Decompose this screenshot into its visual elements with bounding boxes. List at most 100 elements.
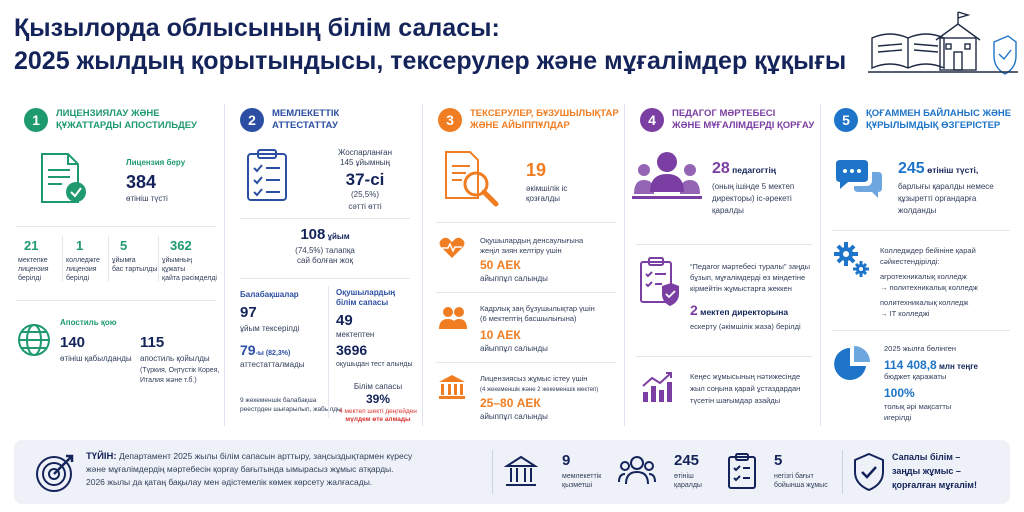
summary-footer: ТҮЙІН: Департамент 2025 жылы білім сапас… (14, 440, 1010, 504)
bud3: толық әрі мақсатты (884, 402, 952, 411)
fail-sub2: сай болған жоқ (297, 256, 353, 265)
section-number-5: 5 (834, 108, 858, 132)
fine-sub: айыппұл салынды (480, 344, 548, 353)
footer-stat-value: 9 (562, 452, 571, 469)
law3: кірмейтін жұмыстарға жеккен (690, 284, 792, 293)
res1: Кеңес жұмысының нәтижесінде (690, 372, 801, 381)
app-sub1: барлығы қаралды немесе (898, 182, 994, 191)
quality-sub2: оқушыдан тест алынды (336, 361, 413, 368)
kinder-note: 9 жекеменшік балабақша реестрден шығарылы… (240, 397, 342, 413)
kinder-sub: ұйым тексерілді (240, 324, 300, 333)
planned-pct: (25,5%) (350, 190, 379, 199)
bud2: бюджет қаражаты (884, 372, 947, 381)
apostil-sub3: (Түркия, Оңтүстік Корея, (140, 367, 220, 374)
section-title-5a: ҚОҒАММЕН БАЙЛАНЫС ЖӘНЕ (866, 108, 1012, 119)
document-shield-icon (640, 257, 679, 306)
license-document-icon (41, 153, 86, 203)
fine-sub: айыппұл салынды (480, 274, 548, 283)
bud4: игерілді (884, 413, 912, 422)
kinder-value2: 79-ы (82,3%) (240, 342, 291, 358)
app-value: 245 өтініш түсті, (898, 160, 979, 177)
footer-stat-label: өтініш қаралды (674, 473, 702, 489)
bud-pct: 100% (884, 386, 915, 400)
fail-value: 108 ұйым (300, 226, 350, 243)
coll3: агротехникалық колледж (880, 272, 967, 281)
apostil-label: Апостиль қою (60, 318, 117, 327)
coll1: Колледждер бейініне қарай (880, 246, 976, 255)
bank-building-icon (439, 375, 465, 399)
kinder-value: 97 (240, 304, 257, 321)
apostil-value2: 115 (140, 334, 165, 351)
stat-label: мектепке лицензия берілді (18, 257, 49, 282)
footer-stat-label: негізгі бағыт бойынша жұмыс (774, 473, 828, 489)
apostil-sub4: Италия және т.б.) (140, 377, 197, 384)
stat-label: колледжге лицензия берілді (66, 257, 100, 282)
heart-pulse-icon (439, 237, 465, 258)
ped-sub1: (оның ішінде 5 мектеп (712, 182, 795, 191)
section-title-4a: ПЕДАГОГ МӘРТЕБЕСІ (672, 108, 776, 119)
coll2: сәйкестендірілді: (880, 257, 940, 266)
section-title-3a: ТЕКСЕРУЛЕР, БҰЗУШЫЛЫҚТАР (470, 108, 619, 119)
apostil-sub2: апостиль қойылды (140, 354, 210, 363)
section-number-3: 3 (438, 108, 462, 132)
footer-stat-value: 5 (774, 452, 783, 469)
app-sub2: құзыретті органдарға (898, 194, 977, 203)
stat-label: ұйымға бас тартылды (112, 257, 158, 273)
apostil-sub1: өтініш қабылданды (60, 354, 132, 363)
gears-icon (834, 242, 869, 277)
kinder-sub2: аттестатталмады (240, 360, 305, 369)
clipboard-check-icon (728, 453, 756, 489)
apostil-value1: 140 (60, 334, 86, 351)
section-title-2a: МЕМЛЕКЕТТІК (272, 108, 340, 119)
fine-desc: Кадрлық заң бұзушылықтар үшін (6 мектепті… (480, 304, 595, 323)
planned-value: 37-сі (345, 170, 385, 189)
license-value: 384 (126, 172, 157, 192)
chart-trend-icon (642, 372, 672, 402)
cases-sub2: қозғалды (526, 194, 560, 203)
dir-value: 2 мектеп директорына (690, 302, 789, 318)
section-number-4: 4 (640, 108, 664, 132)
quality-value2: 3696 (336, 342, 368, 358)
stat-label: ұйымның құжаты қайта рәсімделді (162, 257, 217, 282)
government-building-icon (504, 455, 538, 486)
quality-label: Оқушылардың білім сапасы (336, 288, 396, 307)
fine-value: 10 АЕК (480, 328, 521, 342)
stat-value: 5 (120, 238, 128, 253)
ped-sub3: қаралды (712, 206, 744, 215)
fail-sub1: (74,5%) талапқа (295, 246, 355, 255)
footer-stat-label: мемлекеттік қызметші (562, 473, 602, 489)
stat-value: 21 (24, 238, 39, 253)
education-header-icon (868, 11, 1018, 75)
section-title-3b: ЖӘНЕ АЙЫППҰЛДАР (470, 120, 570, 131)
ped-value: 28 педагогтің (712, 160, 776, 177)
bud-value: 114 408,8 млн теңге (884, 358, 978, 372)
coll4: → политехникалық колледж (880, 283, 978, 292)
footer-stat-value: 245 (674, 452, 700, 469)
people-icon (439, 307, 467, 329)
people-group-icon (618, 456, 656, 485)
dir-sub: ескерту (әкімшілік жаза) берілді (690, 322, 801, 331)
ped-sub2: директоры) іс-әрекеті (712, 194, 792, 203)
motto: Сапалы білім – заңды жұмыс – қорғалған мұғ… (892, 452, 977, 490)
fine-desc: Лицензиясыз жұмыс істеу үшін (4 жекеменші… (480, 374, 599, 393)
section-title-4b: ЖӘНЕ МҰҒАЛІМДЕРДІ ҚОРҒАУ (672, 120, 815, 131)
planned-label: Жоспарланған 145 ұйымның (337, 148, 393, 167)
quality-value: 49 (336, 312, 353, 329)
page-title-line2: 2025 жылдың қорытындысы, тексерулер және… (14, 47, 847, 75)
section-title-1b: ҚҰЖАТТАРДЫ АПОСТИЛЬДЕУ (56, 120, 197, 131)
law1: “Педагог мәртебесі туралы” заңды (690, 262, 811, 271)
quality-note1: Білім сапасы (353, 382, 403, 391)
globe-icon (18, 324, 50, 356)
res2: жыл соңына қарай ұстаздардан (690, 384, 801, 393)
quality-note-value: 39% (365, 392, 391, 406)
page-title-line1: Қызылорда облысының білім саласы: (14, 14, 500, 42)
teacher-group-icon (632, 152, 702, 199)
coll6: → IT колледжі (880, 309, 930, 318)
law2: бұзып, мұғалімдерді өз міндетіне (690, 273, 806, 282)
clipboard-checklist-icon (247, 149, 287, 201)
stat-value: 1 (76, 238, 84, 253)
app-sub3: жолданды (898, 206, 937, 215)
license-label: Лицензия беру (126, 158, 186, 167)
section-title-1a: ЛИЦЕНЗИЯЛАУ ЖӘНЕ (56, 108, 160, 119)
section-number-1: 1 (24, 108, 48, 132)
